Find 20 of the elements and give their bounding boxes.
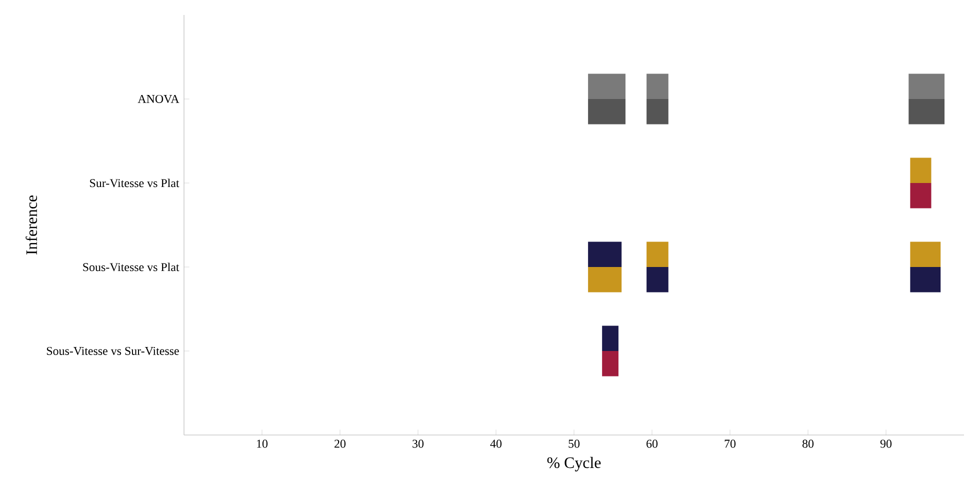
y-tick-label: Sous-Vitesse vs Plat (83, 262, 180, 272)
x-tick-label: 70 (724, 440, 736, 448)
x-tick-label: 50 (568, 440, 580, 448)
x-tick-label: 10 (257, 440, 268, 448)
x-tick-label: 60 (646, 440, 658, 448)
bar (588, 242, 622, 267)
x-tick-label: 90 (880, 440, 892, 448)
y-axis-title: Inference (26, 195, 38, 254)
x-tick-label: 30 (412, 440, 424, 448)
x-axis-title: % Cycle (547, 456, 601, 472)
y-tick-label: Sur-Vitesse vs Plat (90, 178, 180, 188)
y-tick-label: ANOVA (138, 94, 180, 104)
bar (646, 74, 668, 99)
x-tick-label: 20 (334, 440, 346, 448)
bar (910, 242, 941, 267)
bar (910, 158, 932, 183)
y-tick-label: Sous-Vitesse vs Sur-Vitesse (46, 346, 179, 356)
bar (602, 326, 618, 351)
x-tick-label: 80 (802, 440, 814, 448)
x-tick-label: 40 (490, 440, 502, 448)
